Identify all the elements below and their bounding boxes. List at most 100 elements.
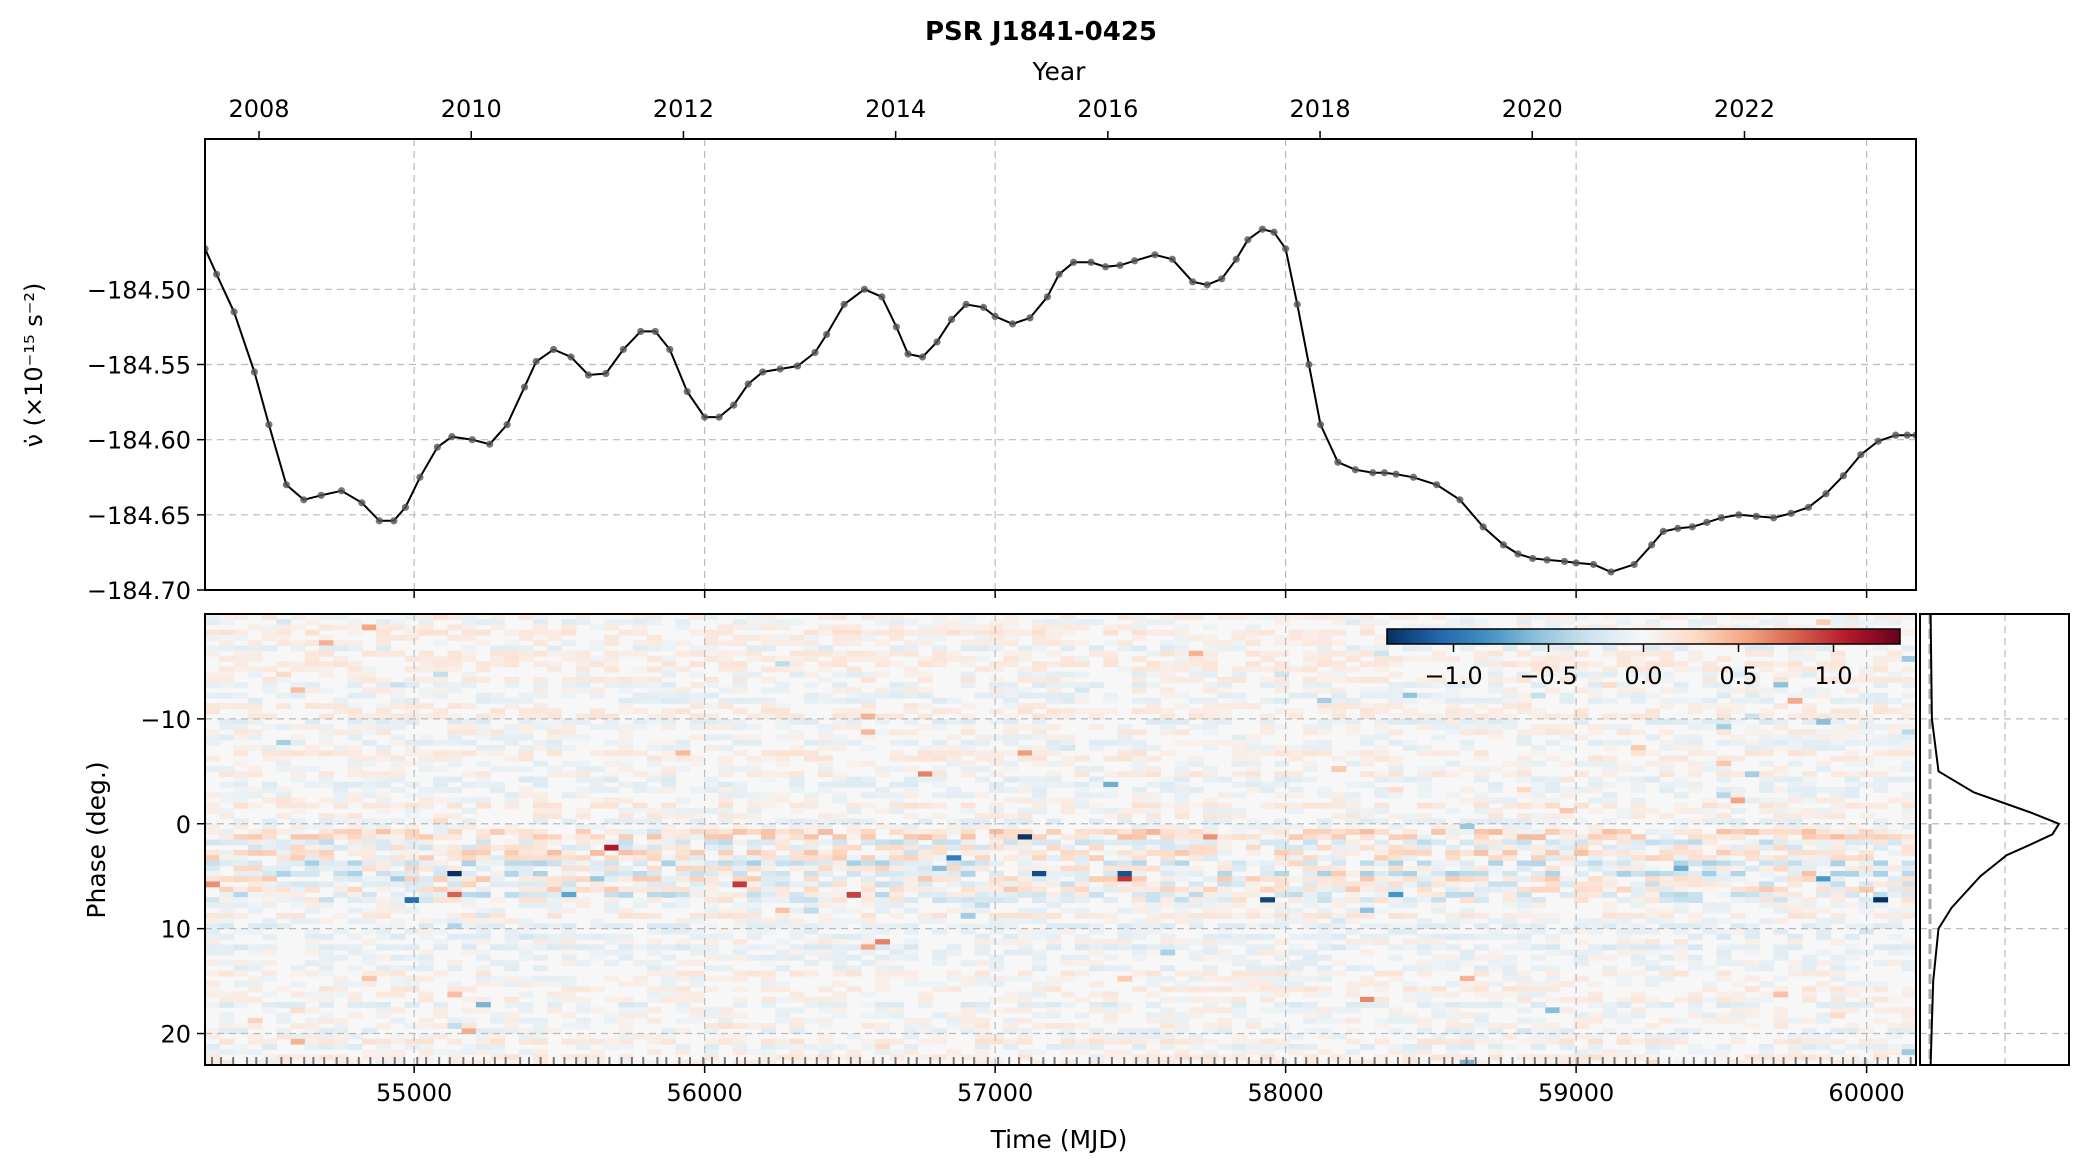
heatmap-cell xyxy=(1146,823,1161,830)
heatmap-cell xyxy=(1687,771,1703,778)
heatmap-cell xyxy=(1473,792,1489,799)
heatmap-cell xyxy=(1801,860,1817,867)
heatmap-cell xyxy=(390,760,406,767)
heatmap-cell xyxy=(960,614,976,620)
heatmap-cell xyxy=(1488,808,1504,814)
heatmap-cell xyxy=(903,703,919,709)
heatmap-cell xyxy=(404,634,420,641)
heatmap-cell xyxy=(775,954,791,961)
heatmap-cell xyxy=(1103,787,1119,793)
heatmap-cell xyxy=(1473,944,1489,951)
heatmap-cell xyxy=(1901,949,1916,956)
heatmap-cell xyxy=(1131,792,1147,799)
heatmap-cell xyxy=(1046,713,1062,720)
heatmap-cell xyxy=(1217,808,1233,814)
heatmap-cell xyxy=(1374,619,1390,626)
heatmap-cell xyxy=(1188,760,1204,767)
heatmap-cell xyxy=(1773,902,1789,909)
heatmap-cell xyxy=(1801,834,1817,841)
heatmap-cell xyxy=(290,860,306,867)
heatmap-cell xyxy=(803,944,819,951)
heatmap-cell xyxy=(917,912,933,919)
top-axis-label: Year xyxy=(1032,57,1087,86)
heatmap-cell xyxy=(1274,661,1290,668)
heatmap-cell xyxy=(1217,928,1233,935)
heatmap-cell xyxy=(761,834,776,841)
heatmap-cell xyxy=(1431,881,1447,888)
heatmap-cell xyxy=(290,724,306,730)
heatmap-cell xyxy=(1003,912,1019,919)
heatmap-cell xyxy=(1801,797,1817,804)
heatmap-cell xyxy=(803,718,819,725)
heatmap-cell xyxy=(789,855,805,862)
heatmap-cell xyxy=(860,891,876,898)
heatmap-cell xyxy=(1089,923,1104,930)
heatmap-cell xyxy=(704,912,719,919)
heatmap-cell xyxy=(404,954,420,961)
heatmap-cell xyxy=(589,750,605,757)
heatmap-cell xyxy=(1274,676,1290,683)
heatmap-cell xyxy=(803,750,819,757)
heatmap-cell xyxy=(233,734,249,741)
heatmap-cell xyxy=(860,713,876,720)
heatmap-cell xyxy=(561,619,577,626)
heatmap-cell xyxy=(618,682,634,689)
heatmap-cell xyxy=(604,718,620,725)
heatmap-cell xyxy=(433,692,448,699)
heatmap-cell xyxy=(1844,823,1860,830)
heatmap-cell xyxy=(1131,876,1147,883)
heatmap-cell xyxy=(932,954,948,961)
heatmap-cell xyxy=(418,797,434,804)
heatmap-cell xyxy=(1402,624,1418,631)
heatmap-cell xyxy=(1160,781,1176,788)
heatmap-cell xyxy=(447,855,463,862)
heatmap-cell xyxy=(532,634,548,641)
heatmap-cell xyxy=(1887,676,1903,683)
heatmap-cell xyxy=(1573,918,1589,925)
heatmap-cell xyxy=(532,713,548,720)
heatmap-cell xyxy=(1331,881,1347,888)
heatmap-cell xyxy=(1245,891,1261,898)
heatmap-cell xyxy=(1459,708,1475,715)
heatmap-cell xyxy=(718,666,734,673)
heatmap-cell xyxy=(889,629,905,636)
heatmap-cell xyxy=(1445,923,1461,930)
heatmap-cell xyxy=(390,619,406,626)
heatmap-cell xyxy=(1046,855,1062,862)
heatmap-cell xyxy=(1616,897,1632,904)
heatmap-cell xyxy=(1374,802,1390,809)
heatmap-cell xyxy=(661,666,677,673)
heatmap-cell xyxy=(262,645,277,652)
heatmap-cell xyxy=(1245,839,1261,846)
heatmap-cell xyxy=(1003,949,1019,956)
heatmap-cell xyxy=(1616,844,1632,851)
heatmap-cell xyxy=(732,750,748,757)
heatmap-cell xyxy=(1473,718,1489,725)
heatmap-cell xyxy=(775,724,791,730)
heatmap-cell xyxy=(1873,645,1889,652)
heatmap-cell xyxy=(1702,671,1717,678)
heatmap-cell xyxy=(974,655,990,662)
heatmap-cell xyxy=(746,739,762,746)
heatmap-cell xyxy=(1516,755,1532,762)
heatmap-cell xyxy=(1174,823,1190,830)
heatmap-cell xyxy=(1388,954,1404,961)
heatmap-cell xyxy=(1787,792,1803,799)
heatmap-cell xyxy=(1730,797,1746,804)
heatmap-cell xyxy=(1003,813,1019,820)
heatmap-cell xyxy=(1345,944,1361,951)
heatmap-cell xyxy=(390,787,406,793)
heatmap-cell xyxy=(1588,865,1603,872)
heatmap-cell xyxy=(946,734,962,741)
heatmap-cell xyxy=(490,897,506,904)
heatmap-cell xyxy=(1616,834,1632,841)
heatmap-cell xyxy=(1017,844,1033,851)
heatmap-cell xyxy=(1502,697,1518,704)
heatmap-cell xyxy=(803,844,819,851)
heatmap-cell xyxy=(1673,881,1689,888)
heatmap-cell xyxy=(661,928,677,935)
heatmap-cell xyxy=(761,802,776,809)
heatmap-cell xyxy=(746,881,762,888)
heatmap-cell xyxy=(475,918,491,925)
heatmap-cell xyxy=(1787,881,1803,888)
